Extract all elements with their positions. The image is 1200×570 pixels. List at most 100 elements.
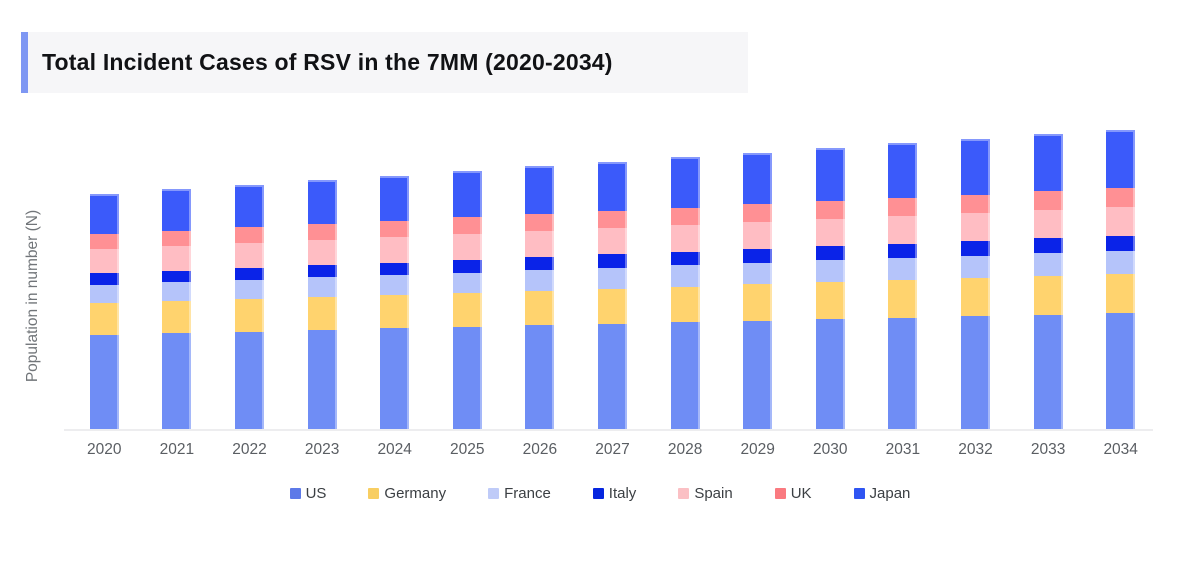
segment-2030-us[interactable]: [815, 319, 845, 429]
segment-2024-uk[interactable]: [380, 220, 410, 238]
legend-item-spain[interactable]: Spain: [678, 485, 733, 502]
bar-2028[interactable]: [670, 157, 700, 429]
legend-item-france[interactable]: France: [488, 485, 551, 502]
segment-2024-us[interactable]: [380, 328, 410, 429]
bar-2027[interactable]: [598, 161, 627, 429]
segment-2025-uk[interactable]: [452, 217, 482, 234]
segment-2026-france[interactable]: [525, 270, 555, 291]
segment-2033-japan[interactable]: [1033, 134, 1063, 192]
segment-2025-spain[interactable]: [452, 234, 482, 260]
segment-2029-italy[interactable]: [743, 248, 773, 263]
bar-2026[interactable]: [525, 166, 555, 429]
segment-2030-germany[interactable]: [815, 282, 845, 320]
segment-2027-germany[interactable]: [598, 288, 627, 324]
segment-2022-uk[interactable]: [235, 227, 264, 243]
segment-2028-france[interactable]: [670, 265, 700, 287]
legend-item-uk[interactable]: UK: [774, 485, 812, 502]
segment-2031-us[interactable]: [888, 317, 918, 429]
legend-item-us[interactable]: US: [289, 485, 326, 502]
segment-2032-italy[interactable]: [961, 241, 990, 256]
segment-2021-france[interactable]: [162, 282, 192, 302]
segment-2028-italy[interactable]: [670, 251, 700, 266]
segment-2020-france[interactable]: [89, 284, 119, 304]
segment-2025-italy[interactable]: [452, 259, 482, 273]
segment-2028-us[interactable]: [670, 322, 700, 429]
segment-2031-france[interactable]: [888, 257, 918, 281]
segment-2023-spain[interactable]: [307, 239, 337, 266]
segment-2028-spain[interactable]: [670, 225, 700, 252]
segment-2021-italy[interactable]: [162, 270, 192, 283]
segment-2021-us[interactable]: [162, 333, 192, 429]
segment-2033-spain[interactable]: [1033, 210, 1063, 239]
segment-2034-uk[interactable]: [1106, 188, 1136, 208]
bar-2034[interactable]: [1106, 129, 1136, 429]
segment-2020-spain[interactable]: [89, 249, 119, 274]
segment-2027-spain[interactable]: [598, 227, 627, 255]
legend-item-italy[interactable]: Italy: [592, 485, 636, 502]
bar-2023[interactable]: [307, 180, 337, 429]
bar-2033[interactable]: [1033, 134, 1063, 429]
segment-2027-france[interactable]: [598, 267, 627, 289]
legend-item-japan[interactable]: Japan: [853, 485, 910, 502]
segment-2024-japan[interactable]: [380, 175, 410, 221]
segment-2023-us[interactable]: [307, 329, 337, 429]
segment-2021-spain[interactable]: [162, 245, 192, 271]
segment-2024-germany[interactable]: [380, 294, 410, 329]
segment-2034-italy[interactable]: [1106, 235, 1136, 251]
segment-2025-germany[interactable]: [452, 292, 482, 327]
bar-2029[interactable]: [743, 152, 773, 430]
segment-2029-france[interactable]: [743, 262, 773, 285]
segment-2022-spain[interactable]: [235, 243, 264, 268]
segment-2026-spain[interactable]: [525, 231, 555, 258]
segment-2027-japan[interactable]: [598, 161, 627, 211]
segment-2022-germany[interactable]: [235, 299, 264, 332]
segment-2032-france[interactable]: [961, 255, 990, 279]
segment-2028-germany[interactable]: [670, 286, 700, 323]
segment-2026-germany[interactable]: [525, 290, 555, 326]
bar-2032[interactable]: [961, 138, 990, 429]
bar-2021[interactable]: [162, 189, 192, 429]
segment-2033-italy[interactable]: [1033, 238, 1063, 253]
segment-2031-uk[interactable]: [888, 197, 918, 217]
segment-2023-france[interactable]: [307, 277, 337, 297]
segment-2024-france[interactable]: [380, 275, 410, 295]
segment-2029-japan[interactable]: [743, 152, 773, 205]
segment-2029-uk[interactable]: [743, 204, 773, 223]
segment-2034-france[interactable]: [1106, 250, 1136, 274]
segment-2034-japan[interactable]: [1106, 129, 1136, 188]
segment-2026-us[interactable]: [525, 325, 555, 429]
segment-2022-france[interactable]: [235, 280, 264, 300]
segment-2023-uk[interactable]: [307, 224, 337, 240]
segment-2020-uk[interactable]: [89, 234, 119, 249]
segment-2026-italy[interactable]: [525, 257, 555, 271]
segment-2025-us[interactable]: [452, 326, 482, 429]
segment-2032-japan[interactable]: [961, 138, 990, 195]
segment-2031-japan[interactable]: [888, 143, 918, 198]
segment-2023-italy[interactable]: [307, 265, 337, 278]
segment-2032-germany[interactable]: [961, 278, 990, 317]
segment-2030-japan[interactable]: [815, 148, 845, 202]
segment-2022-japan[interactable]: [235, 184, 264, 228]
segment-2027-us[interactable]: [598, 323, 627, 429]
legend-item-germany[interactable]: Germany: [368, 485, 446, 502]
segment-2024-italy[interactable]: [380, 262, 410, 276]
bar-2025[interactable]: [452, 170, 482, 429]
segment-2027-uk[interactable]: [598, 210, 627, 228]
segment-2025-france[interactable]: [452, 272, 482, 293]
segment-2032-uk[interactable]: [961, 194, 990, 214]
segment-2034-germany[interactable]: [1106, 273, 1136, 313]
bar-2031[interactable]: [888, 143, 918, 429]
segment-2031-germany[interactable]: [888, 280, 918, 318]
segment-2021-germany[interactable]: [162, 301, 192, 334]
segment-2022-us[interactable]: [235, 331, 264, 429]
segment-2032-spain[interactable]: [961, 213, 990, 242]
segment-2034-us[interactable]: [1106, 312, 1136, 429]
segment-2032-us[interactable]: [961, 316, 990, 429]
segment-2023-germany[interactable]: [307, 296, 337, 330]
segment-2020-japan[interactable]: [89, 194, 119, 234]
segment-2026-uk[interactable]: [525, 214, 555, 232]
bar-2030[interactable]: [815, 148, 845, 429]
segment-2030-france[interactable]: [815, 260, 845, 283]
segment-2028-japan[interactable]: [670, 157, 700, 208]
segment-2022-italy[interactable]: [235, 268, 264, 281]
